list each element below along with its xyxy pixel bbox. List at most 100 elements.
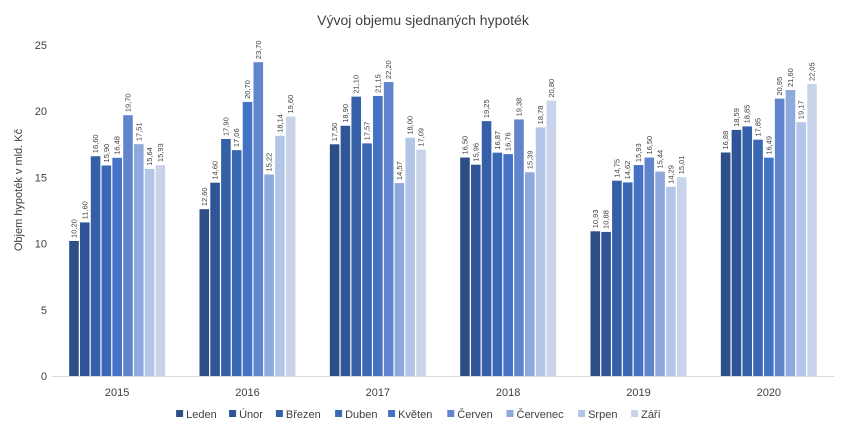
data-label: 15,93 (634, 143, 643, 162)
legend-item[interactable]: Srpen (578, 409, 617, 421)
bar (460, 157, 470, 376)
data-label: 17,57 (363, 122, 372, 141)
bar (340, 125, 351, 376)
bar (601, 231, 611, 376)
data-label: 15,64 (145, 147, 154, 166)
bar (123, 115, 133, 377)
data-label: 18,90 (341, 104, 350, 123)
data-label: 20,80 (547, 79, 556, 98)
data-label: 22,05 (808, 62, 817, 81)
legend-swatch (275, 410, 283, 417)
data-label: 15,01 (677, 155, 686, 174)
x-tick-label: 2019 (626, 387, 650, 399)
legend-swatch (176, 410, 184, 417)
data-label: 18,85 (743, 105, 752, 124)
bar (796, 122, 807, 376)
y-tick-label: 10 (35, 239, 47, 251)
bar (546, 100, 557, 377)
data-label: 15,44 (656, 150, 665, 169)
bar (69, 240, 79, 376)
data-label: 19,60 (286, 95, 295, 114)
data-label: 14,57 (395, 161, 404, 180)
data-label: 10,20 (69, 219, 78, 238)
legend-swatch (578, 410, 586, 417)
data-label: 16,50 (645, 136, 654, 155)
bar (199, 209, 210, 376)
bar (253, 62, 264, 377)
x-tick-label: 2017 (366, 387, 390, 399)
data-label: 16,60 (91, 134, 100, 153)
bar (470, 164, 481, 376)
data-label: 20,95 (775, 77, 784, 96)
bar (242, 101, 253, 377)
legend-item[interactable]: Červenec (506, 408, 565, 421)
bar (155, 165, 166, 376)
bar (285, 116, 296, 376)
legend-label: Duben (345, 409, 377, 421)
data-label: 22,20 (384, 60, 393, 79)
data-label: 16,76 (504, 132, 513, 151)
bar (742, 126, 753, 377)
bar (676, 177, 687, 376)
data-label: 14,60 (211, 161, 220, 180)
legend-item[interactable]: Červen (447, 408, 493, 421)
legend-label: Září (641, 409, 661, 421)
bar (720, 152, 731, 376)
data-label: 14,29 (666, 165, 675, 184)
data-label: 19,70 (123, 93, 132, 112)
data-label: 15,96 (471, 143, 480, 162)
bar (264, 174, 274, 376)
legend-swatch (447, 410, 455, 417)
bar (481, 121, 492, 376)
data-label: 21,60 (786, 68, 795, 87)
data-label: 21,10 (352, 75, 361, 94)
legend-item[interactable]: Únor (229, 408, 263, 421)
legend-item[interactable]: Leden (176, 409, 217, 421)
legend-swatch (631, 410, 639, 417)
legend-item[interactable]: Duben (335, 409, 378, 421)
data-label: 17,51 (134, 122, 143, 141)
chart-title: Vývoj objemu sjednaných hypoték (317, 12, 530, 28)
y-tick-label: 25 (35, 40, 47, 52)
legend-item[interactable]: Březen (275, 409, 321, 421)
data-label: 15,93 (156, 143, 165, 162)
bar (210, 182, 220, 376)
bar (503, 154, 513, 376)
data-label: 17,90 (221, 117, 230, 136)
x-axis: 2015 2016 2017 2018 2019 2020 (52, 376, 834, 399)
data-label: 23,70 (254, 40, 263, 59)
bar (221, 139, 231, 376)
data-label: 17,85 (754, 118, 763, 137)
legend-item[interactable]: Květen (388, 409, 432, 421)
data-label: 16,87 (493, 131, 502, 150)
legend-item[interactable]: Září (631, 409, 661, 421)
legend-swatch (388, 410, 396, 417)
bar (622, 182, 633, 376)
bar (764, 157, 774, 376)
bar (785, 90, 796, 377)
y-tick-label: 15 (35, 172, 47, 184)
bar (633, 165, 644, 376)
y-tick-label: 20 (35, 106, 47, 118)
bar (731, 129, 742, 376)
bar (329, 144, 340, 376)
bar (90, 156, 101, 376)
bar (655, 171, 665, 376)
data-label: 14,62 (623, 161, 632, 180)
bar (112, 157, 122, 376)
bar (492, 152, 503, 376)
data-label: 18,78 (536, 106, 545, 125)
x-tick-label: 2016 (235, 387, 259, 399)
data-label: 15,90 (102, 144, 111, 163)
data-label: 10,88 (602, 210, 611, 229)
legend-label: Květen (398, 409, 432, 421)
bar (416, 149, 426, 376)
data-label: 17,09 (417, 128, 426, 147)
bar (394, 183, 405, 376)
bar (753, 139, 763, 376)
data-label: 15,22 (265, 153, 274, 172)
data-label: 16,50 (460, 136, 469, 155)
bar (362, 143, 372, 376)
data-label: 18,00 (406, 116, 415, 135)
x-tick-label: 2018 (496, 387, 520, 399)
